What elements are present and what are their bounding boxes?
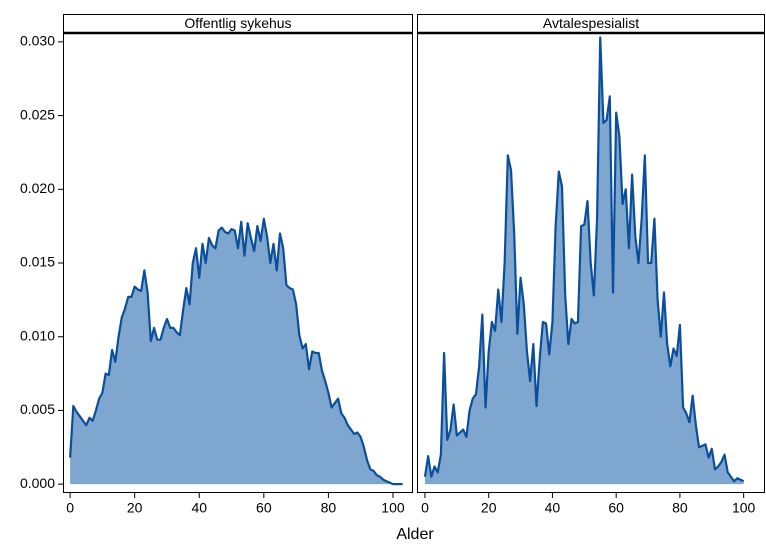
strip-title: Avtalespesialist — [543, 15, 639, 31]
area-line — [69, 217, 403, 486]
y-tick-label: 0.005 — [20, 401, 55, 417]
y-tick-label: 0.020 — [20, 180, 55, 196]
x-tick-label: 100 — [381, 500, 405, 516]
x-tick-label: 100 — [732, 500, 756, 516]
x-axis-label: Alder — [396, 526, 434, 543]
x-tick-label: 60 — [608, 500, 624, 516]
x-tick-label: 20 — [481, 500, 497, 516]
strip-title: Offentlig sykehus — [184, 15, 291, 31]
y-tick-label: 0.030 — [20, 33, 55, 49]
panel-border — [63, 14, 413, 493]
x-tick-label: 80 — [321, 500, 337, 516]
x-tick-label: 60 — [256, 500, 272, 516]
y-tick-label: 0.015 — [20, 254, 55, 270]
x-tick-label: 20 — [127, 500, 143, 516]
x-tick-label: 40 — [191, 500, 207, 516]
y-tick-label: 0.000 — [20, 475, 55, 491]
x-tick-label: 0 — [66, 500, 74, 516]
area-line — [423, 36, 745, 483]
area-fill — [424, 37, 744, 485]
y-tick-label: 0.025 — [20, 106, 55, 122]
panel-border — [417, 14, 765, 493]
x-tick-label: 80 — [672, 500, 688, 516]
y-tick-label: 0.010 — [20, 327, 55, 343]
x-tick-label: 0 — [421, 500, 429, 516]
area-fill — [70, 218, 403, 485]
x-tick-label: 40 — [545, 500, 561, 516]
